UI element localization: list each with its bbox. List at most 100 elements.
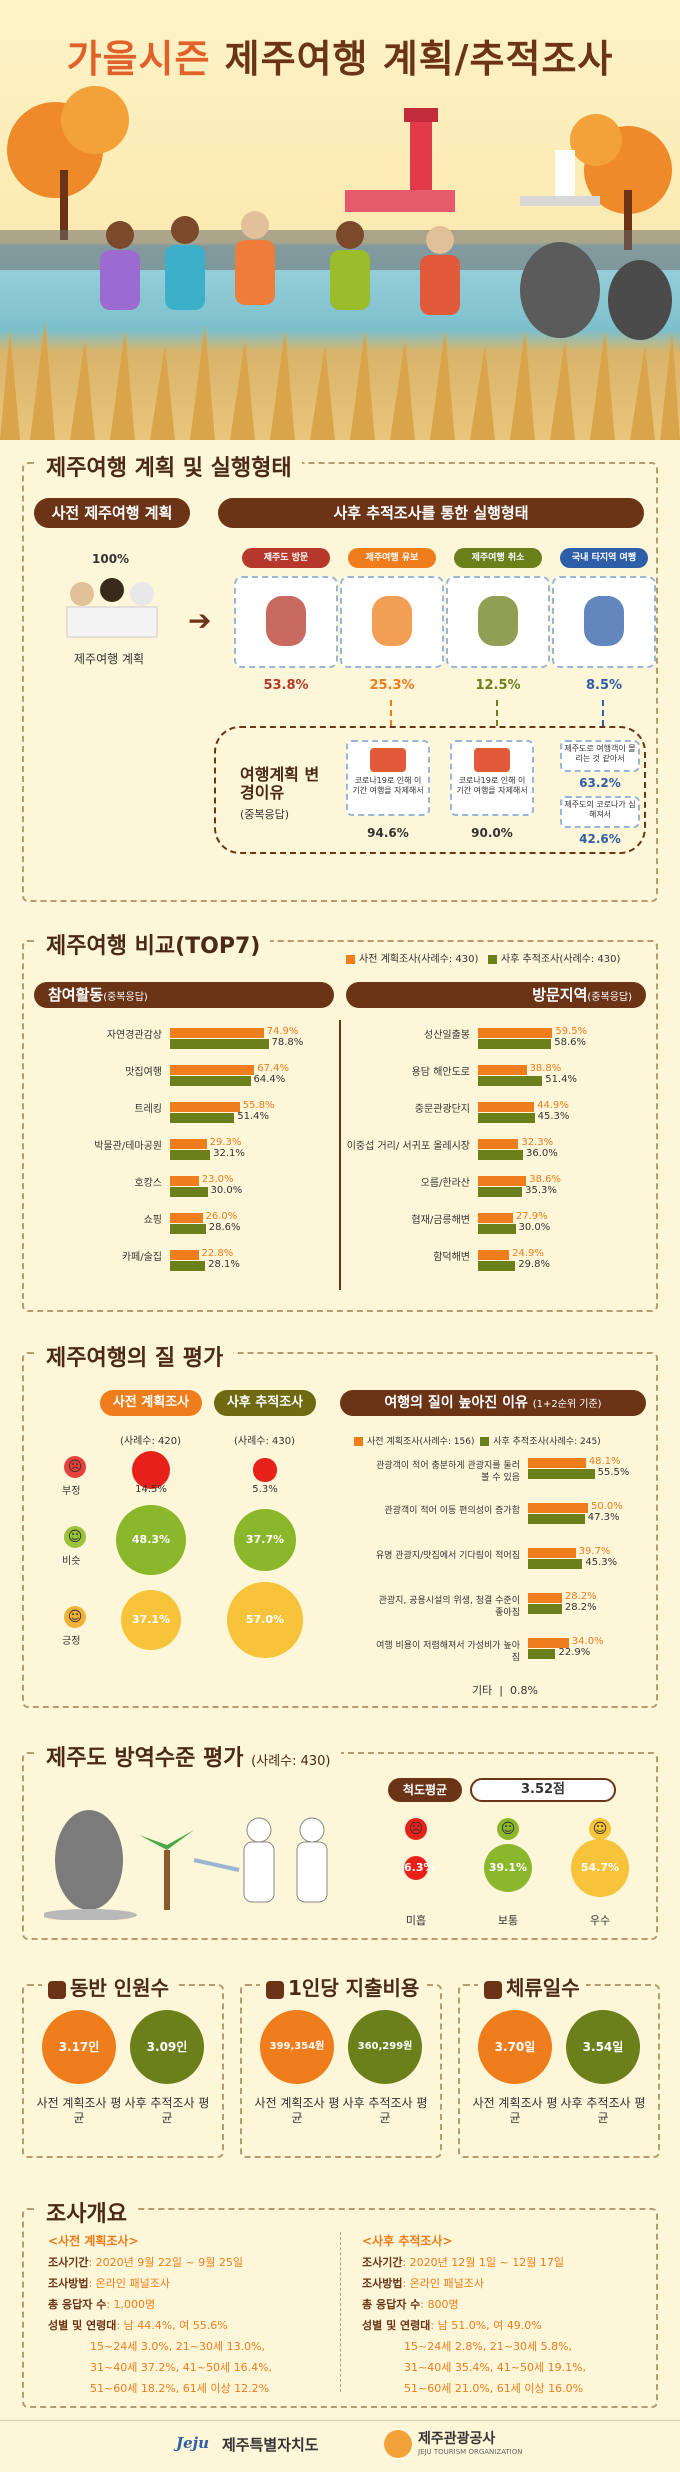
bar-value: 47.3% [587, 1512, 620, 1523]
stat-title-text: 체류일수 [506, 1976, 580, 2000]
stat-post-caption: 사후 추적조사 평균 [560, 2096, 646, 2125]
region-sub: (중복응답) [587, 992, 632, 1003]
camping-tent-icon [584, 596, 624, 646]
quality-row-label: 부정 [62, 1486, 81, 1497]
bar-value: 58.6% [554, 1037, 587, 1048]
bar-category-label: 성산일출봉 [424, 1030, 470, 1041]
activity-pill: 참여활동(중복응답) [34, 982, 334, 1008]
bar-post [478, 1261, 516, 1271]
bar-value: 23.0% [201, 1174, 234, 1185]
category-tag: 제주도 방문 [242, 548, 330, 568]
plan-section [22, 462, 658, 902]
stat-title-text: 동반 인원수 [70, 1976, 169, 2000]
bar-category-label: 관광객이 적어 이동 편의성이 증가함 [384, 1506, 520, 1516]
overview-age-line: 31~40세 37.2%, 41~50세 16.4%, [90, 2361, 273, 2374]
quality-pre-n: (사례수: 420) [120, 1436, 182, 1447]
reason-card [346, 740, 430, 816]
activity-title: 참여활동 [48, 986, 104, 1004]
bar-value: 44.9% [537, 1100, 569, 1111]
overview-age-line: 31~40세 35.4%, 41~50세 19.1%, [404, 2361, 587, 2374]
scale-label: 척도평균 [388, 1778, 462, 1802]
header-illustration: 가을시즌 제주여행 계획/추적조사 [0, 0, 680, 440]
overview-key: 조사방법 [48, 2277, 89, 2290]
bar-category-label: 함덕해변 [433, 1252, 470, 1263]
overview-key: 조사기간 [48, 2256, 89, 2269]
dol-hareubang-icon [266, 596, 306, 646]
stat-post-circle: 3.09인 [130, 2010, 204, 2084]
quarantine-illustration [44, 1810, 328, 1920]
bar-pre [528, 1503, 588, 1513]
bar-category-label: 여행 비용이 저렴해져서 가성비가 높아짐 [376, 1641, 520, 1663]
quarantine-face-icon: ☺ [497, 1818, 519, 1840]
title-main: 제주여행 계획/추적조사 [224, 37, 614, 81]
stat-pre-circle: 399,354원 [260, 2010, 334, 2084]
bar-category-label: 이중섭 거리/ 서귀포 올레시장 [346, 1141, 470, 1152]
category-box [234, 576, 338, 668]
quality-section-title: 제주여행의 질 평가 [36, 1340, 234, 1372]
quarantine-face-icon: ☹ [405, 1818, 427, 1840]
overview-key: 성별 및 연령대 [362, 2319, 431, 2332]
reason-text: 코로나19로 인해 이 기간 여행을 자제해서 [456, 776, 528, 795]
bar-value: 67.4% [257, 1063, 290, 1074]
overview-section-title: 조사개요 [36, 2196, 137, 2228]
bar-post [528, 1469, 595, 1479]
bar-post [528, 1604, 562, 1614]
bar-value: 22.9% [558, 1647, 591, 1658]
quarantine-circle: 6.3% [404, 1856, 435, 1880]
reason-label: 여행계획 변경이유 [240, 765, 320, 802]
bar-value: 22.8% [201, 1248, 234, 1259]
bar-post [170, 1224, 206, 1234]
plan-section-title: 제주여행 계획 및 실행형태 [36, 450, 302, 482]
bar-value: 55.5% [597, 1467, 630, 1478]
bar-post [478, 1113, 535, 1123]
bar-value: 34.0% [571, 1636, 604, 1647]
bar-value: 28.2% [564, 1591, 597, 1602]
quarantine-label: 우수 [589, 1914, 611, 1927]
reason-text: 제주도의 코로나가 심해져서 [564, 800, 636, 819]
legend-pre-label: 사전 계획조사(사례수: 430) [359, 954, 479, 965]
bar-pre [478, 1213, 513, 1223]
bar-value: 50.0% [591, 1501, 623, 1512]
bar-pre [478, 1250, 510, 1260]
people-icon [48, 1980, 66, 1999]
category-box [446, 576, 550, 668]
bar-value: 38.8% [529, 1063, 562, 1074]
bar-value: 36.0% [526, 1148, 558, 1159]
bar-value: 27.9% [515, 1211, 548, 1222]
post-execution-pill: 사후 추적조사를 통한 실행형태 [218, 498, 644, 528]
reason-card [560, 740, 640, 772]
reason-text: 제주도로 여행객이 몰리는 것 같아서 [564, 744, 636, 763]
quality-legend-post: 사후 추적조사(사례수: 245) [493, 1437, 601, 1447]
stat-pre-caption: 사전 계획조사 평균 [36, 2096, 122, 2125]
bar-pre [170, 1213, 203, 1223]
quarantine-circle: 39.1% [483, 1843, 533, 1893]
bar-category-label: 유명 관광지/맛집에서 기다림이 적어짐 [375, 1551, 520, 1561]
bar-value: 55.8% [242, 1100, 275, 1111]
bar-post [170, 1076, 251, 1086]
category-value: 8.5% [585, 678, 623, 693]
quality-pre-pill: 사전 계획조사 [100, 1390, 202, 1416]
quarantine-face-icon: ☺ [589, 1818, 611, 1840]
stat-pre-circle: 3.70일 [478, 2010, 552, 2084]
overview-age-line: 51~60세 21.0%, 61세 이상 16.0% [404, 2382, 584, 2395]
bar-category-label: 협재/금릉해변 [411, 1215, 470, 1226]
bar-value: 59.5% [555, 1026, 588, 1037]
bar-value: 32.3% [521, 1137, 554, 1148]
bar-value: 64.4% [253, 1074, 286, 1085]
category-value: 53.8% [263, 678, 309, 693]
quality-circle-value: 14.5% [135, 1484, 167, 1495]
bar-pre [528, 1458, 586, 1468]
stat-post-caption: 사후 추적조사 평균 [124, 2096, 210, 2125]
pre-plan-percent: 100% [92, 552, 130, 566]
bar-value: 30.0% [210, 1185, 243, 1196]
bar-post [478, 1187, 523, 1197]
overview-line: 총 응답자 수: 800명 [362, 2296, 459, 2312]
bar-pre [478, 1065, 527, 1075]
top7-section-title: 제주여행 비교(TOP7) [36, 928, 271, 960]
bar-post [478, 1076, 543, 1086]
region-title: 방문지역 [532, 986, 588, 1004]
travel-plan-group-icon [66, 578, 158, 638]
bar-category-label: 박물관/테마공원 [94, 1141, 162, 1152]
overview-key: 조사방법 [362, 2277, 403, 2290]
bar-post [170, 1039, 269, 1049]
